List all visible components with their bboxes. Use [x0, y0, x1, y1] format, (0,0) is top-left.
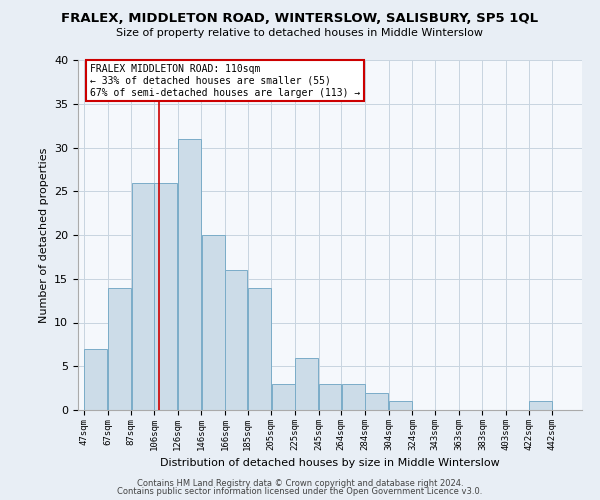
Bar	[341, 384, 365, 410]
Bar	[131, 182, 154, 410]
Bar	[295, 358, 319, 410]
Bar	[365, 392, 388, 410]
Text: FRALEX MIDDLETON ROAD: 110sqm
← 33% of detached houses are smaller (55)
67% of s: FRALEX MIDDLETON ROAD: 110sqm ← 33% of d…	[90, 64, 360, 98]
Bar	[319, 384, 341, 410]
Text: Size of property relative to detached houses in Middle Winterslow: Size of property relative to detached ho…	[116, 28, 484, 38]
Bar	[178, 139, 201, 410]
X-axis label: Distribution of detached houses by size in Middle Winterslow: Distribution of detached houses by size …	[160, 458, 500, 468]
Bar	[202, 235, 225, 410]
Y-axis label: Number of detached properties: Number of detached properties	[38, 148, 49, 322]
Bar	[154, 182, 178, 410]
Bar	[108, 288, 131, 410]
Text: Contains public sector information licensed under the Open Government Licence v3: Contains public sector information licen…	[118, 487, 482, 496]
Bar	[248, 288, 271, 410]
Bar	[225, 270, 247, 410]
Bar	[84, 349, 107, 410]
Text: Contains HM Land Registry data © Crown copyright and database right 2024.: Contains HM Land Registry data © Crown c…	[137, 478, 463, 488]
Text: FRALEX, MIDDLETON ROAD, WINTERSLOW, SALISBURY, SP5 1QL: FRALEX, MIDDLETON ROAD, WINTERSLOW, SALI…	[61, 12, 539, 26]
Bar	[389, 401, 412, 410]
Bar	[272, 384, 295, 410]
Bar	[529, 401, 552, 410]
